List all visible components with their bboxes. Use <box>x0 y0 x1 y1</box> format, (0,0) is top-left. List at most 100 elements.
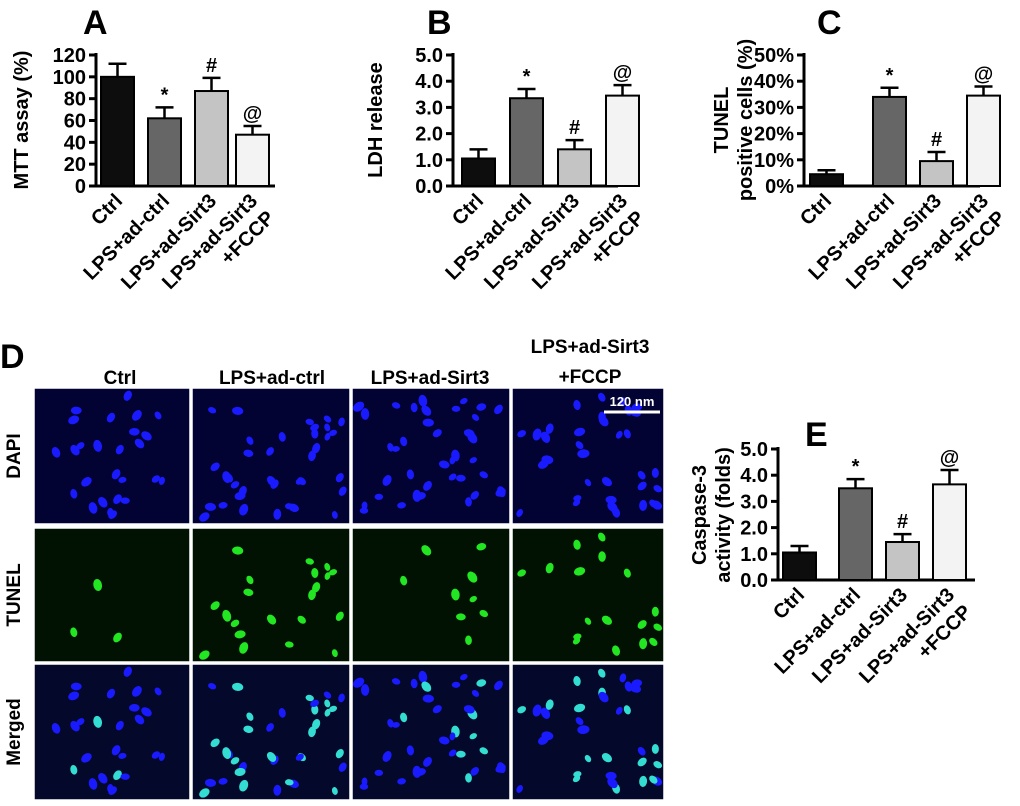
nucleus <box>107 783 114 793</box>
nucleus <box>601 477 612 487</box>
nucleus <box>70 720 80 732</box>
nucleus <box>517 569 527 577</box>
category-label: LPS+ad-Sirt3+FCCP <box>528 190 649 311</box>
significance-marker: @ <box>613 62 633 84</box>
nucleus <box>598 691 609 703</box>
nucleus <box>532 428 542 441</box>
nucleus <box>421 545 432 556</box>
nucleus <box>584 754 592 763</box>
nucleus <box>631 679 643 688</box>
nucleus <box>218 778 228 785</box>
nucleus <box>545 699 554 710</box>
scale-bar-label: 120 nm <box>610 394 655 409</box>
nucleus <box>494 404 503 415</box>
column-header: LPS+ad-ctrl <box>219 368 325 389</box>
nucleus <box>469 733 477 740</box>
nucleus <box>361 777 368 786</box>
y-tick-label: 10% <box>754 150 794 172</box>
significance-marker: @ <box>974 63 994 85</box>
nucleus <box>374 493 384 500</box>
y-axis-title: Caspase-3 <box>689 465 711 565</box>
nucleus <box>234 630 246 639</box>
nucleus <box>132 686 142 697</box>
micrograph-image <box>351 387 511 525</box>
nucleus <box>234 491 246 500</box>
category-label-line: Ctrl <box>87 190 127 230</box>
nucleus <box>273 508 282 520</box>
nucleus <box>360 684 370 696</box>
nucleus <box>469 596 477 603</box>
nucleus <box>456 613 466 621</box>
nucleus <box>456 750 466 758</box>
nucleus <box>456 474 466 482</box>
nucleus <box>239 779 249 792</box>
nucleus <box>76 442 85 450</box>
nucleus <box>199 650 210 660</box>
nucleus <box>612 645 621 656</box>
nucleus <box>154 411 162 420</box>
nucleus <box>421 405 432 416</box>
nucleus <box>51 447 61 458</box>
nucleus <box>239 642 249 654</box>
nucleus <box>497 762 506 774</box>
nucleus <box>311 704 319 715</box>
nucleus <box>134 438 145 449</box>
y-tick-label: 80 <box>64 89 86 111</box>
micrograph-image <box>511 527 665 663</box>
bar <box>100 75 135 187</box>
category-label-line: Ctrl <box>769 584 809 624</box>
nucleus <box>111 469 121 480</box>
nucleus <box>246 575 254 585</box>
micrograph-image <box>33 663 191 801</box>
image-background <box>192 528 350 662</box>
bar <box>919 160 954 187</box>
nucleus <box>637 620 647 629</box>
nucleus <box>132 410 142 421</box>
y-axis-title: positive cells (%) <box>735 39 757 201</box>
nucleus <box>649 775 658 784</box>
nucleus <box>359 783 369 790</box>
micrograph-image <box>191 663 351 801</box>
nucleus <box>208 683 217 690</box>
nucleus <box>81 477 92 487</box>
nucleus <box>573 675 581 687</box>
nucleus <box>129 703 140 712</box>
nucleus <box>382 751 392 762</box>
category-label: Ctrl <box>87 190 127 230</box>
nucleus <box>391 402 401 409</box>
nucleus <box>639 775 648 787</box>
nucleus <box>331 787 338 795</box>
nucleus <box>476 543 487 551</box>
nucleus <box>449 456 456 465</box>
nucleus <box>400 436 408 447</box>
bar <box>932 483 967 581</box>
nucleus <box>516 785 523 793</box>
nucleus <box>637 757 647 767</box>
nucleus <box>619 673 627 683</box>
nucleus <box>438 736 450 745</box>
nucleus <box>232 546 244 555</box>
nucleus <box>123 390 132 401</box>
image-border <box>511 527 665 663</box>
nucleus <box>615 430 623 439</box>
nucleus <box>243 588 254 596</box>
nucleus <box>451 405 461 412</box>
nucleus <box>51 723 61 734</box>
nucleus <box>199 512 210 522</box>
y-tick-label: 50% <box>754 45 794 67</box>
nucleus <box>572 499 581 507</box>
nucleus <box>266 614 277 625</box>
column-header: Ctrl <box>104 368 137 389</box>
panel-label-e: E <box>805 416 828 454</box>
micrograph-image <box>191 387 351 525</box>
y-tick-label: 5.0 <box>740 439 768 461</box>
nucleus <box>204 502 217 511</box>
nucleus <box>637 481 647 491</box>
micrograph-image <box>351 527 511 663</box>
nucleus <box>243 725 254 733</box>
nucleus <box>329 569 338 576</box>
nucleus <box>494 680 503 691</box>
nucleus <box>451 681 461 688</box>
y-tick-label: 0% <box>765 176 794 198</box>
significance-marker: # <box>897 511 908 533</box>
